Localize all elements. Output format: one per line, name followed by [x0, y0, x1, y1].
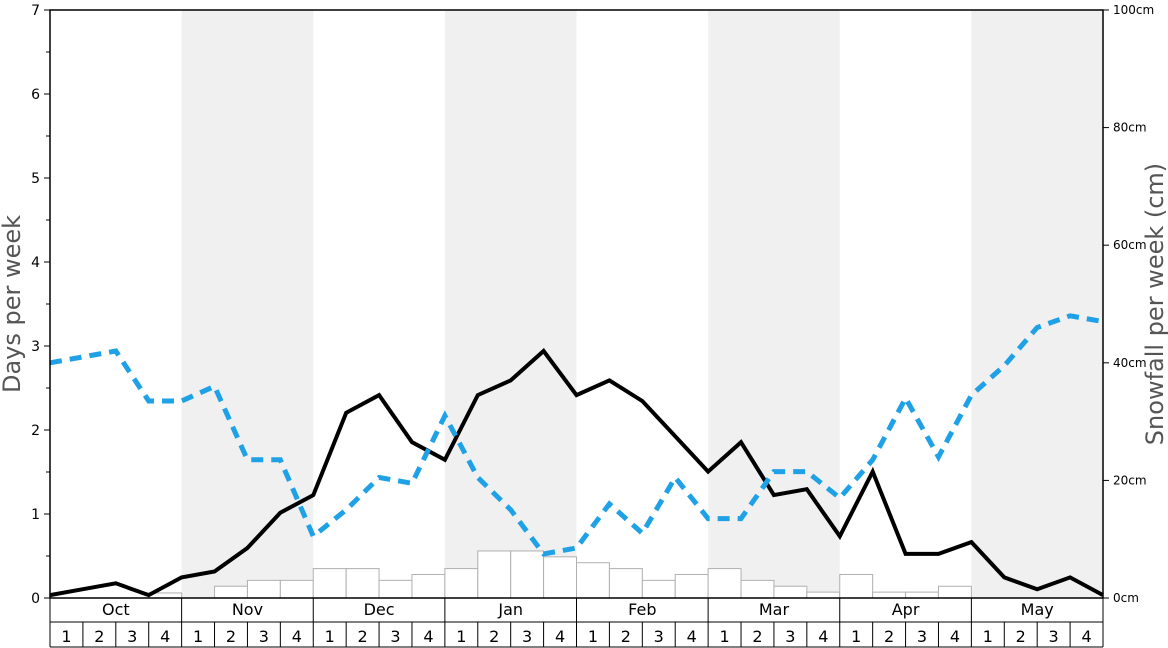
bar-week-11 [378, 579, 413, 599]
week-label-may-4: 4 [1081, 627, 1091, 646]
right-tick-label-80cm: 80cm [1113, 121, 1147, 135]
left-tick-label-6: 6 [31, 87, 40, 103]
week-label-apr-3: 3 [917, 627, 927, 646]
bar-week-23 [773, 585, 808, 599]
week-label-feb-2: 2 [621, 627, 631, 646]
week-label-oct-2: 2 [94, 627, 104, 646]
week-label-jan-1: 1 [456, 627, 466, 646]
week-label-dec-3: 3 [390, 627, 400, 646]
month-label-apr: Apr [892, 600, 920, 619]
week-label-nov-1: 1 [193, 627, 203, 646]
right-tick-label-0cm: 0cm [1113, 591, 1139, 605]
left-axis-title: Days per week [0, 215, 26, 393]
week-label-nov-4: 4 [292, 627, 302, 646]
month-label-oct: Oct [102, 600, 130, 619]
week-label-feb-1: 1 [588, 627, 598, 646]
bar-week-20 [674, 573, 709, 599]
week-label-feb-3: 3 [654, 627, 664, 646]
week-label-jan-4: 4 [555, 627, 565, 646]
week-label-may-1: 1 [983, 627, 993, 646]
week-label-mar-1: 1 [719, 627, 729, 646]
bar-week-28 [937, 585, 972, 599]
week-label-mar-3: 3 [785, 627, 795, 646]
bar-week-17 [576, 562, 610, 599]
left-tick-label-1: 1 [31, 507, 40, 523]
month-week-labels: Oct 1 2 3 4 Nov 1 2 3 4 Dec 1 2 3 4 Jan 1 2 3 4 Feb 1 2 3 4 Mar 1 2… [49, 598, 1104, 648]
left-tick-label-0: 0 [31, 591, 40, 607]
month-label-dec: Dec [364, 600, 395, 619]
week-label-dec-4: 4 [423, 627, 433, 646]
week-label-mar-4: 4 [818, 627, 828, 646]
left-tick-label-7: 7 [31, 3, 40, 19]
week-label-apr-2: 2 [884, 627, 894, 646]
month-label-may: May [1021, 600, 1054, 619]
month-shade-mar [708, 10, 840, 598]
bar-week-8 [279, 579, 314, 599]
bar-week-12 [411, 573, 446, 599]
right-tick-label-40cm: 40cm [1113, 356, 1147, 370]
solid-series-line [49, 348, 1104, 598]
week-label-dec-1: 1 [325, 627, 335, 646]
week-label-nov-3: 3 [259, 627, 269, 646]
week-label-apr-1: 1 [851, 627, 861, 646]
week-label-may-3: 3 [1049, 627, 1059, 646]
bar-week-15 [510, 550, 545, 599]
month-shading [181, 10, 1103, 598]
dashed-series-line [49, 313, 1104, 557]
month-label-jan: Jan [497, 600, 523, 619]
right-tick-label-60cm: 60cm [1113, 238, 1147, 252]
bar-week-6 [214, 585, 248, 599]
left-tick-label-2: 2 [31, 423, 40, 439]
week-label-nov-2: 2 [226, 627, 236, 646]
bar-week-14 [477, 550, 512, 599]
bar-week-21 [707, 568, 742, 599]
week-label-apr-4: 4 [950, 627, 960, 646]
left-tick-label-3: 3 [31, 339, 40, 355]
bar-week-16 [543, 556, 577, 599]
week-label-dec-2: 2 [358, 627, 368, 646]
bar-week-9 [312, 568, 347, 599]
bar-week-10 [345, 568, 380, 599]
week-label-mar-2: 2 [752, 627, 762, 646]
bar-week-24 [806, 591, 841, 599]
week-label-feb-4: 4 [687, 627, 697, 646]
bar-week-22 [740, 579, 775, 599]
bar-week-13 [444, 568, 479, 599]
week-label-may-2: 2 [1016, 627, 1026, 646]
week-label-oct-1: 1 [61, 627, 71, 646]
bar-week-25 [839, 573, 874, 599]
bar-week-19 [641, 579, 676, 599]
snowfall-lines [49, 313, 1104, 598]
left-tick-label-5: 5 [31, 171, 40, 187]
left-tick-label-4: 4 [31, 255, 40, 271]
bar-week-27 [905, 591, 939, 599]
snow-days-bars [148, 550, 972, 599]
bar-week-7 [246, 579, 281, 599]
month-label-mar: Mar [759, 600, 790, 619]
right-tick-label-100cm: 100cm [1113, 3, 1154, 17]
month-label-feb: Feb [628, 600, 656, 619]
week-label-oct-4: 4 [160, 627, 170, 646]
week-label-jan-3: 3 [522, 627, 532, 646]
right-tick-label-20cm: 20cm [1113, 473, 1147, 487]
bar-week-26 [872, 591, 907, 599]
month-shade-nov [181, 10, 314, 598]
bar-week-18 [608, 568, 643, 599]
month-shade-may [971, 10, 1103, 598]
week-label-jan-2: 2 [489, 627, 499, 646]
month-label-nov: Nov [232, 600, 263, 619]
month-shade-jan [444, 10, 577, 598]
week-label-oct-3: 3 [127, 627, 137, 646]
right-axis-title: Snowfall per week (cm) [1141, 163, 1168, 445]
